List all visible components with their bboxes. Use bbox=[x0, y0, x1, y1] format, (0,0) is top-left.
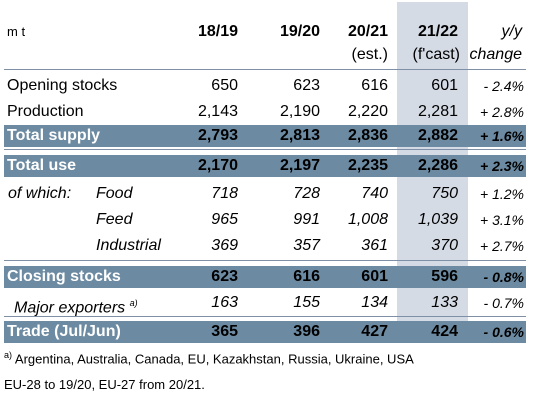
change-header-bottom: change bbox=[469, 46, 523, 63]
value-2021: 740 bbox=[361, 185, 388, 202]
row-label: Feed bbox=[96, 211, 133, 228]
value-2021: 616 bbox=[361, 77, 388, 94]
value-1920: 2,197 bbox=[279, 157, 320, 174]
row-closing-stocks: Closing stocks 623 616 601 596 - 0.8% bbox=[0, 265, 533, 289]
value-change: + 2.3% bbox=[480, 158, 524, 174]
value-1819: 650 bbox=[211, 77, 238, 94]
value-1819: 623 bbox=[211, 268, 238, 285]
value-1819: 2,170 bbox=[197, 157, 238, 174]
unit-label: m t bbox=[7, 24, 26, 39]
row-production: Production 2,143 2,190 2,220 2,281 + 2.8… bbox=[0, 100, 533, 124]
total-use-bar bbox=[4, 155, 526, 177]
value-change: + 1.2% bbox=[480, 186, 524, 202]
value-2021: 2,235 bbox=[347, 157, 388, 174]
footnote-a-marker: a) bbox=[4, 350, 13, 360]
value-change: + 3.1% bbox=[480, 212, 524, 228]
col-header-2021: 20/21 bbox=[347, 23, 388, 40]
value-1819: 365 bbox=[211, 323, 238, 340]
value-2021: 1,008 bbox=[347, 211, 388, 228]
value-2021: 134 bbox=[361, 294, 388, 311]
row-label: Total supply bbox=[7, 127, 101, 144]
section-rule bbox=[4, 260, 526, 261]
value-1920: 728 bbox=[293, 185, 320, 202]
value-2122: 2,281 bbox=[417, 103, 458, 120]
value-1920: 616 bbox=[293, 268, 320, 285]
value-2021: 2,836 bbox=[347, 127, 388, 144]
section-rule bbox=[4, 149, 526, 150]
value-change: + 1.6% bbox=[480, 128, 524, 144]
section-rule bbox=[4, 316, 526, 317]
col-header-2122: 21/22 bbox=[417, 23, 458, 40]
value-1819: 163 bbox=[211, 294, 238, 311]
value-1920: 396 bbox=[293, 323, 320, 340]
value-1920: 2,813 bbox=[279, 127, 320, 144]
value-2122: 2,882 bbox=[417, 127, 458, 144]
value-2021: 361 bbox=[361, 237, 388, 254]
value-2122: 2,286 bbox=[417, 157, 458, 174]
value-change: - 0.8% bbox=[483, 269, 524, 285]
value-1920: 155 bbox=[293, 294, 320, 311]
value-2122: 601 bbox=[431, 77, 458, 94]
value-1920: 623 bbox=[293, 77, 320, 94]
value-1819: 369 bbox=[211, 237, 238, 254]
row-major-exporters: Major exporters a) 163 155 134 133 - 0.7… bbox=[0, 291, 533, 316]
row-label: Opening stocks bbox=[7, 77, 118, 94]
of-which-label: of which: bbox=[8, 185, 72, 202]
header-rule bbox=[4, 69, 526, 70]
row-trade: Trade (Jul/Jun) 365 396 427 424 - 0.6% bbox=[0, 320, 533, 344]
change-header-top: y/y bbox=[501, 23, 522, 40]
row-opening-stocks: Opening stocks 650 623 616 601 - 2.4% bbox=[0, 74, 533, 98]
value-change: + 2.7% bbox=[480, 238, 524, 254]
value-1920: 2,190 bbox=[279, 103, 320, 120]
footnote-a: a) Argentina, Australia, Canada, EU, Kaz… bbox=[4, 350, 414, 366]
footnote-marker: a) bbox=[129, 298, 138, 308]
row-total-supply: Total supply 2,793 2,813 2,836 2,882 + 1… bbox=[0, 124, 533, 148]
row-label: Production bbox=[7, 103, 84, 120]
value-change: - 2.4% bbox=[483, 78, 524, 94]
value-2122: 370 bbox=[431, 237, 458, 254]
value-change: - 0.6% bbox=[483, 324, 524, 340]
value-2122: 596 bbox=[431, 268, 458, 285]
value-1819: 2,793 bbox=[197, 127, 238, 144]
value-1819: 2,143 bbox=[197, 103, 238, 120]
row-label: Food bbox=[96, 185, 133, 202]
row-label: Total use bbox=[7, 157, 77, 174]
value-1920: 991 bbox=[293, 211, 320, 228]
value-2122: 133 bbox=[431, 294, 458, 311]
footnote-a-text: Argentina, Australia, Canada, EU, Kazakh… bbox=[14, 351, 414, 367]
value-2021: 2,220 bbox=[347, 103, 388, 120]
value-2122: 750 bbox=[431, 185, 458, 202]
footnote-eu: EU-28 to 19/20, EU-27 from 20/21. bbox=[4, 377, 205, 392]
value-1819: 965 bbox=[211, 211, 238, 228]
row-industrial: Industrial 369 357 361 370 + 2.7% bbox=[0, 234, 533, 258]
value-change: + 2.8% bbox=[480, 104, 524, 120]
col-sub-fcast: (f'cast) bbox=[412, 46, 461, 63]
value-2021: 427 bbox=[361, 323, 388, 340]
row-label: Trade (Jul/Jun) bbox=[7, 323, 121, 340]
row-label: Closing stocks bbox=[7, 268, 121, 285]
row-label: Industrial bbox=[96, 237, 161, 254]
trade-bar bbox=[4, 321, 526, 343]
row-label: Major exporters a) bbox=[14, 298, 138, 317]
row-feed: Feed 965 991 1,008 1,039 + 3.1% bbox=[0, 208, 533, 232]
value-2122: 424 bbox=[431, 323, 458, 340]
row-food: of which: Food 718 728 740 750 + 1.2% bbox=[0, 182, 533, 206]
value-1920: 357 bbox=[293, 237, 320, 254]
col-header-1920: 19/20 bbox=[279, 23, 320, 40]
value-1819: 718 bbox=[211, 185, 238, 202]
value-2021: 601 bbox=[361, 268, 388, 285]
value-change: - 0.7% bbox=[483, 295, 524, 311]
col-sub-est: (est.) bbox=[351, 46, 388, 63]
row-total-use: Total use 2,170 2,197 2,235 2,286 + 2.3% bbox=[0, 154, 533, 178]
value-2122: 1,039 bbox=[417, 211, 458, 228]
total-supply-bar bbox=[4, 125, 526, 147]
col-header-1819: 18/19 bbox=[197, 23, 238, 40]
closing-stocks-bar bbox=[4, 266, 526, 288]
